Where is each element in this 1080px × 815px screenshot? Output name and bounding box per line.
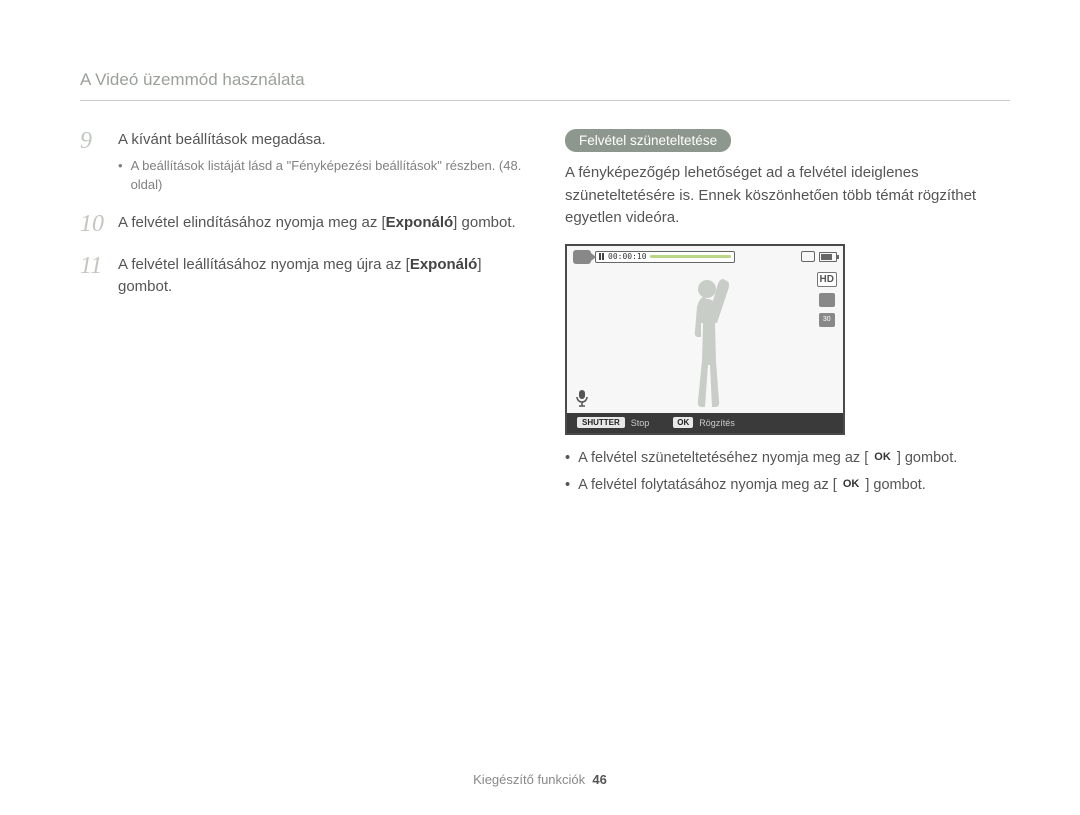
text-before: A felvétel elindításához nyomja meg az [ xyxy=(118,214,386,231)
text-after: ] gombot. xyxy=(453,214,516,231)
content-columns: 9 A kívánt beállítások megadása. A beáll… xyxy=(80,129,1010,501)
text-before: A felvétel leállításához nyomja meg újra… xyxy=(118,256,410,273)
footer-section: Kiegészítő funkciók xyxy=(473,772,585,787)
page-header: A Videó üzemmód használata xyxy=(80,70,1010,101)
ok-text: Rögzítés xyxy=(699,418,735,428)
intro-paragraph: A fényképezőgép lehetőséget ad a felvéte… xyxy=(565,162,1010,230)
bullet-after: ] gombot. xyxy=(897,450,957,466)
text-bold: Exponáló xyxy=(410,256,478,273)
shutter-text: Stop xyxy=(631,418,650,428)
step-text: A felvétel elindításához nyomja meg az [… xyxy=(118,212,516,236)
camera-screen-figure: 00:00:10 HD 30 xyxy=(565,244,1010,435)
bullet-list: A felvétel szüneteltetéséhez nyomja meg … xyxy=(565,447,1010,497)
step-subtext: A beállítások listáját lásd a "Fényképez… xyxy=(118,157,525,195)
footer-page-number: 46 xyxy=(592,772,606,787)
side-icons: HD 30 xyxy=(817,272,837,327)
step-text: A felvétel leállításához nyomja meg újra… xyxy=(118,254,525,298)
page-footer: Kiegészítő funkciók 46 xyxy=(0,772,1080,787)
recording-time: 00:00:10 xyxy=(608,252,647,261)
step-text: A kívánt beállítások megadása. A beállít… xyxy=(118,129,525,194)
section-pill: Felvétel szüneteltetése xyxy=(565,129,731,152)
screen-preview: HD 30 xyxy=(567,268,843,413)
step-9: 9 A kívánt beállítások megadása. A beáll… xyxy=(80,129,525,194)
left-column: 9 A kívánt beállítások megadása. A beáll… xyxy=(80,129,525,501)
hd-icon: HD xyxy=(817,272,837,287)
step-number: 9 xyxy=(80,129,104,194)
camera-screen: 00:00:10 HD 30 xyxy=(565,244,845,435)
step-11: 11 A felvétel leállításához nyomja meg ú… xyxy=(80,254,525,298)
ok-inline-icon: OK xyxy=(841,476,862,494)
recording-status: 00:00:10 xyxy=(595,251,735,263)
bullet-before: A felvétel szüneteltetéséhez nyomja meg … xyxy=(578,450,868,466)
bullet-item: A felvétel szüneteltetéséhez nyomja meg … xyxy=(565,447,1010,470)
ok-inline-icon: OK xyxy=(872,449,893,467)
person-silhouette xyxy=(665,273,745,413)
step-sub-content: A beállítások listáját lásd a "Fényképez… xyxy=(131,157,525,195)
step-number: 10 xyxy=(80,212,104,236)
right-column: Felvétel szüneteltetése A fényképezőgép … xyxy=(565,129,1010,501)
storage-icon xyxy=(801,251,815,262)
battery-icon xyxy=(819,252,837,262)
top-right-icons xyxy=(801,251,837,262)
ok-label: OK xyxy=(673,417,693,428)
microphone-icon xyxy=(575,389,589,407)
fps-icon: 30 xyxy=(819,313,835,327)
screen-bottom-bar: SHUTTER Stop OK Rögzítés xyxy=(567,413,843,433)
aspect-icon xyxy=(819,293,835,307)
pause-icon xyxy=(599,253,605,260)
bullet-item: A felvétel folytatásához nyomja meg az [… xyxy=(565,474,1010,497)
step-number: 11 xyxy=(80,254,104,298)
text-bold: Exponáló xyxy=(386,214,454,231)
shutter-label: SHUTTER xyxy=(577,417,625,428)
screen-status-bar: 00:00:10 xyxy=(567,246,843,268)
bullet-before: A felvétel folytatásához nyomja meg az [ xyxy=(578,477,837,493)
recording-progress xyxy=(650,255,731,258)
bullet-after: ] gombot. xyxy=(865,477,925,493)
video-mode-icon xyxy=(573,250,591,264)
step-plain-text: A kívánt beállítások megadása. xyxy=(118,131,326,148)
step-10: 10 A felvétel elindításához nyomja meg a… xyxy=(80,212,525,236)
